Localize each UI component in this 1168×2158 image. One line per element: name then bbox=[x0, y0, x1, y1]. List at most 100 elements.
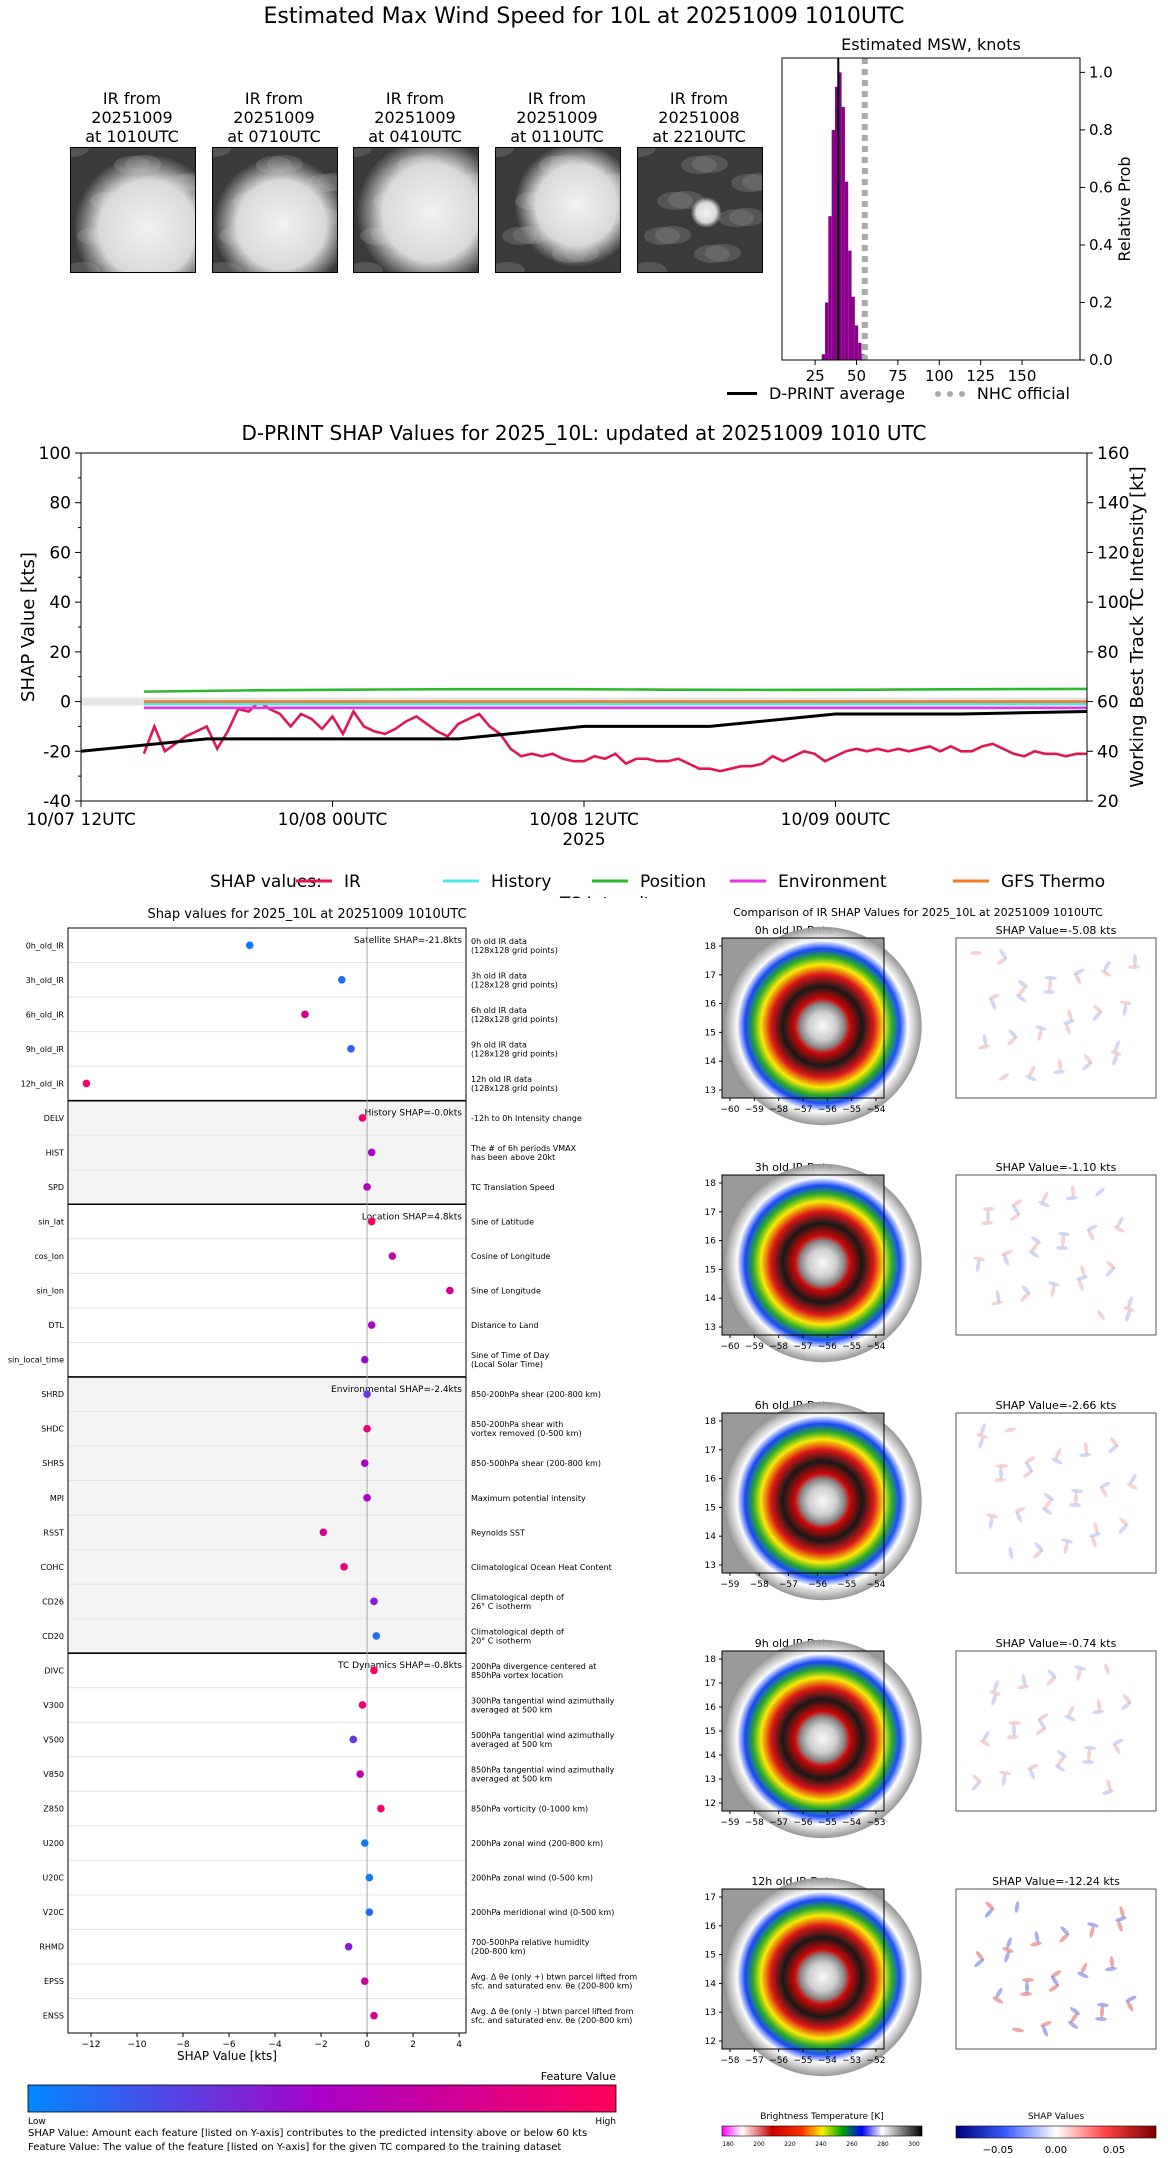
ir-x-tick-label: −54 bbox=[867, 1580, 886, 1590]
shap-map-blob bbox=[1122, 1694, 1132, 1704]
shap-map-blob bbox=[988, 1517, 994, 1529]
shap-map-blob bbox=[1066, 1195, 1078, 1201]
shap-map-blob bbox=[996, 1464, 1008, 1468]
thumb-cloud-streak bbox=[655, 226, 691, 244]
shap-map-blob bbox=[988, 994, 1000, 1000]
shap-map-blob bbox=[981, 1220, 993, 1226]
feature-name: SHDC bbox=[41, 1425, 64, 1434]
feature-description: Avg. Δ θe (only -) btwn parcel lifted fr… bbox=[471, 2007, 634, 2016]
ir-x-tick-label: −52 bbox=[867, 2056, 886, 2066]
feature-shap-point bbox=[360, 1839, 369, 1847]
shap-map-blob bbox=[1016, 1511, 1022, 1523]
ir-y-tick-label: 13 bbox=[705, 2008, 716, 2018]
shap-map-blob bbox=[1119, 1517, 1129, 1527]
shap-map-blob bbox=[1030, 1941, 1042, 1947]
scatter-x-tick-label: −8 bbox=[176, 2040, 190, 2050]
ir-storm-colormap bbox=[723, 1639, 922, 1839]
shap-map-blob bbox=[1051, 1457, 1063, 1465]
feature-name: CD26 bbox=[42, 1597, 64, 1606]
shap-map-blob bbox=[1018, 986, 1026, 996]
scatter-title: Shap values for 2025_10L at 20251009 101… bbox=[147, 907, 466, 922]
histogram-bar bbox=[851, 296, 855, 360]
shap-map-blob bbox=[1087, 1922, 1099, 1928]
shap-map-blob bbox=[985, 1901, 995, 1911]
ir-y-tick-label: 17 bbox=[705, 1679, 716, 1689]
legend-label: Environment bbox=[778, 872, 887, 892]
timeseries-y2-tick-label: 160 bbox=[1097, 444, 1129, 464]
feature-shap-point bbox=[358, 1114, 367, 1122]
shap-map-blob bbox=[1045, 975, 1057, 981]
ir-x-tick-label: −59 bbox=[721, 1580, 740, 1590]
shap-map-blob bbox=[1073, 968, 1085, 976]
thumbnail-caption-line: 20251009 bbox=[374, 108, 456, 127]
timeseries-x-tick-label: 10/07 12UTC bbox=[26, 810, 136, 830]
feature-description: 200hPa zonal wind (0-500 km) bbox=[471, 1874, 593, 1883]
thumb-cloud-streak bbox=[496, 262, 525, 272]
feature-value-colorbar bbox=[27, 2084, 617, 2113]
feature-name: V500 bbox=[43, 1735, 64, 1744]
shap-map-blob bbox=[993, 1680, 999, 1692]
shap-map-blob bbox=[999, 1770, 1011, 1776]
feature-description: (Local Solar Time) bbox=[471, 1360, 543, 1369]
feature-name: 12h_old_IR bbox=[21, 1079, 65, 1088]
shap-map-blob bbox=[1011, 1199, 1023, 1207]
scatter-x-label: SHAP Value [kts] bbox=[177, 2049, 277, 2063]
shap-map-blob bbox=[1070, 1185, 1076, 1197]
histogram-bar bbox=[844, 181, 849, 360]
histogram-y-tick-label: 0.2 bbox=[1089, 293, 1113, 311]
shap-map-blob bbox=[982, 1730, 990, 1742]
shap-map-blob bbox=[1033, 1549, 1043, 1559]
ir-y-tick-label: 14 bbox=[705, 1751, 717, 1761]
legend-label: Position bbox=[640, 872, 706, 892]
thumb-cloud-streak bbox=[638, 148, 656, 157]
feature-description: 500hPa tangential wind azimuthally bbox=[471, 1731, 615, 1740]
feature-description: Sine of Longitude bbox=[471, 1287, 541, 1296]
shap-map-blob bbox=[1095, 1187, 1105, 1197]
feature-description: Cosine of Longitude bbox=[471, 1252, 551, 1261]
shap-map-blob bbox=[1106, 1779, 1112, 1791]
feature-name: RHMD bbox=[39, 1943, 64, 1952]
shap-map-blob bbox=[1119, 1906, 1125, 1918]
ir-storm-colormap bbox=[723, 1163, 922, 1363]
nhc-official-label: NHC official bbox=[976, 384, 1070, 403]
shap-map-blob bbox=[1089, 1926, 1095, 1938]
ir-x-tick-label: −53 bbox=[842, 2056, 861, 2066]
shap-map-blob bbox=[1076, 1275, 1088, 1281]
shap-map-blob bbox=[1129, 1473, 1137, 1485]
ir-thumbnail-image bbox=[212, 147, 338, 273]
shap-map-blob bbox=[1004, 1427, 1016, 1433]
shap-map-blob bbox=[999, 948, 1007, 960]
scatter-x-tick-label: −10 bbox=[128, 2040, 147, 2050]
shap-colorbar-label: SHAP Values bbox=[1028, 2112, 1085, 2122]
shap-map-blob bbox=[1025, 1074, 1037, 1082]
histogram-title: Estimated MSW, knots bbox=[841, 35, 1021, 54]
shap-map-blob bbox=[1105, 1966, 1117, 1972]
ir-y-tick-label: 15 bbox=[705, 1951, 716, 1961]
shap-map-blob bbox=[1022, 1978, 1034, 1982]
shap-map-blob bbox=[1035, 1727, 1047, 1735]
feature-description: Sine of Latitude bbox=[471, 1218, 534, 1227]
feature-shap-point bbox=[337, 975, 346, 984]
feature-value-title: Feature Value bbox=[541, 2070, 617, 2083]
shap-map-blob bbox=[1020, 1991, 1032, 1997]
ir-y-tick-label: 12 bbox=[705, 1799, 716, 1809]
timeseries-y2-tick-label: 120 bbox=[1097, 543, 1129, 563]
shap-map-blob bbox=[1093, 1004, 1103, 1014]
shap-map-blob bbox=[1078, 1279, 1084, 1291]
ir-x-tick-label: −56 bbox=[808, 1580, 827, 1590]
shap-map-blob bbox=[1042, 2025, 1048, 2037]
thumb-cloud-streak bbox=[681, 156, 717, 174]
shap-map-blob bbox=[1087, 1229, 1095, 1241]
scatter-x-tick-label: −12 bbox=[82, 2040, 101, 2050]
feature-shap-chart: Shap values for 2025_10L at 20251009 101… bbox=[8, 907, 638, 2127]
ir-x-tick-label: −59 bbox=[745, 1342, 764, 1352]
shap-map-blob bbox=[1038, 1718, 1046, 1730]
ir-x-tick-label: −57 bbox=[769, 1818, 788, 1828]
thumb-storm-cloud bbox=[73, 154, 195, 272]
histogram-y-label: Relative Prob bbox=[1115, 156, 1134, 261]
shap-map-blob bbox=[976, 1433, 988, 1439]
histogram-x-tick-label: 25 bbox=[806, 367, 825, 385]
ir-row-right-title: SHAP Value=-12.24 kts bbox=[992, 1875, 1120, 1888]
thumbnail-caption-line: 20251009 bbox=[91, 108, 173, 127]
feature-description: 200hPa divergence centered at bbox=[471, 1662, 596, 1671]
